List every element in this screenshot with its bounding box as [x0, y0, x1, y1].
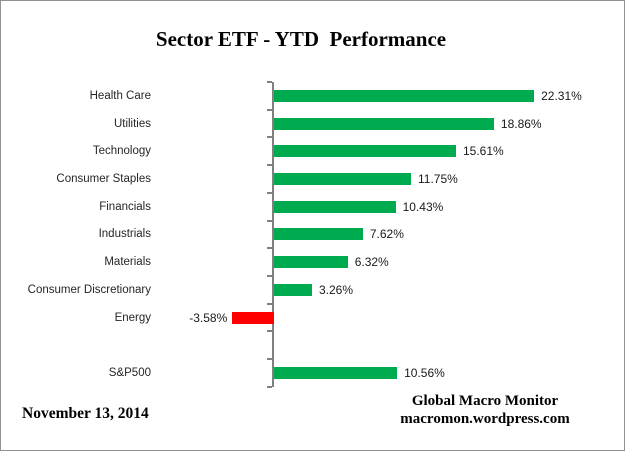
axis-tick: [267, 108, 272, 111]
credit-block: Global Macro Monitor macromon.wordpress.…: [375, 393, 595, 428]
credit-title: Global Macro Monitor: [411, 393, 559, 409]
negative-bar: [232, 311, 274, 324]
value-label: 10.43%: [402, 199, 444, 214]
value-label: 22.31%: [541, 88, 582, 103]
axis-tick: [267, 275, 272, 278]
category-label: Industrials: [98, 228, 151, 241]
axis-tick: [267, 302, 272, 305]
category-label: Consumer Discretionary: [27, 283, 151, 296]
value-label: 11.75%: [418, 172, 458, 187]
axis-tick: [267, 358, 272, 361]
axis-tick: [267, 385, 272, 388]
category-label: Health Care: [89, 89, 151, 102]
category-label: Financials: [99, 200, 151, 213]
positive-bar: [274, 200, 396, 213]
positive-bar: [274, 173, 411, 186]
axis-tick: [267, 191, 272, 194]
value-label: -3.58%: [189, 310, 228, 325]
category-axis-line: [272, 82, 274, 387]
positive-bar: [274, 145, 456, 158]
value-label: 3.26%: [319, 282, 354, 297]
category-label: S&P500: [108, 367, 151, 380]
positive-bar: [274, 283, 312, 296]
category-label: Utilities: [113, 117, 151, 130]
positive-bar: [274, 89, 535, 102]
axis-tick: [267, 136, 272, 139]
category-label: Energy: [114, 311, 151, 324]
axis-tick: [267, 81, 272, 83]
value-label: 7.62%: [369, 227, 404, 242]
axis-tick: [267, 330, 272, 333]
positive-bar: [274, 117, 494, 130]
value-label: 15.61%: [463, 144, 504, 159]
value-label: 18.86%: [500, 116, 542, 131]
positive-bar: [274, 367, 398, 380]
value-label: 10.56%: [404, 366, 445, 381]
positive-bar: [274, 228, 363, 241]
axis-tick: [267, 164, 272, 167]
positive-bar: [274, 256, 348, 269]
category-label: Materials: [104, 256, 151, 269]
chart-title: Sector ETF - YTD Performance: [155, 27, 447, 51]
value-label: 6.32%: [354, 255, 389, 270]
credit-url: macromon.wordpress.com: [400, 410, 570, 427]
axis-tick: [267, 219, 272, 222]
axis-tick: [267, 247, 272, 250]
category-label: Technology: [92, 145, 151, 158]
date-label: November 13, 2014: [22, 405, 149, 422]
category-label: Consumer Staples: [56, 173, 151, 186]
